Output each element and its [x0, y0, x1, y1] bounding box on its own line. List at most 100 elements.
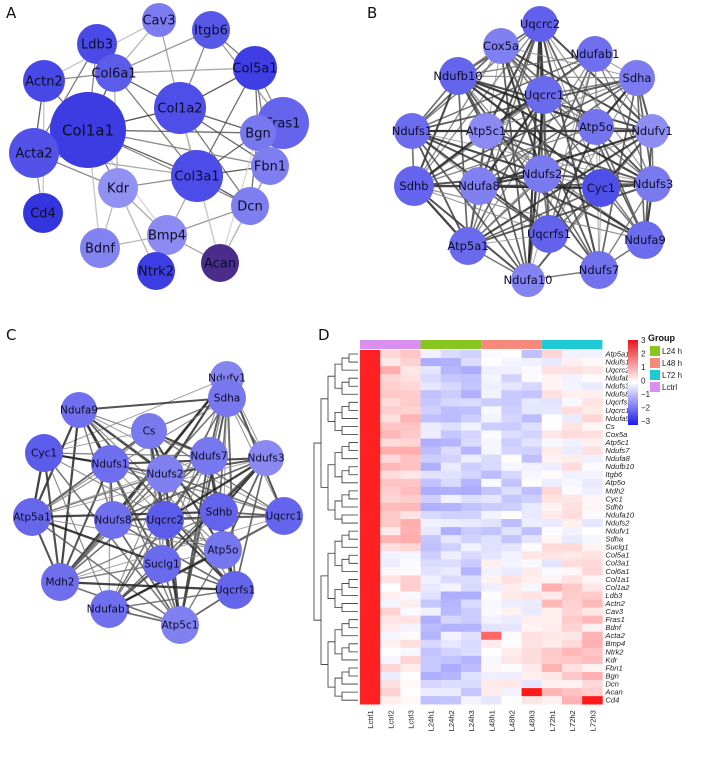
network-c-node-ndufab1[interactable]: Ndufab1 [87, 590, 132, 628]
heatmap-cell [400, 672, 421, 681]
heatmap-cell [461, 446, 482, 455]
heatmap-cell [582, 462, 603, 472]
network-a-node-col5a1[interactable]: Col5a1 [232, 46, 278, 90]
node-label: Col3a1 [174, 170, 219, 185]
heatmap-cell [501, 551, 522, 560]
heatmap-cell [380, 502, 401, 512]
node-label: Col5a1 [232, 62, 277, 77]
network-b-node-cyc1[interactable]: Cyc1 [582, 169, 620, 207]
node-circle [50, 92, 126, 168]
network-b-node-ndufs3[interactable]: Ndufs3 [633, 166, 674, 202]
network-c-node-ndufs8[interactable]: Ndufs8 [94, 501, 132, 539]
network-edge [43, 452, 224, 551]
network-a-node-col1a1[interactable]: Col1a1 [50, 92, 126, 168]
heatmap-cell [380, 390, 401, 399]
network-b-node-ndufb10[interactable]: Ndufb10 [433, 57, 483, 95]
heatmap-cell [380, 655, 401, 665]
network-c-node-sdha[interactable]: Sdha [208, 379, 246, 417]
heatmap-cell [461, 527, 482, 536]
heatmap-cell [521, 623, 543, 633]
network-c-node-atp5c1[interactable]: Atp5c1 [161, 606, 199, 644]
network-a-node-bgn[interactable]: Bgn [240, 115, 276, 151]
dendrogram-branch [327, 464, 335, 511]
heatmap-cell [461, 511, 482, 520]
network-a-node-bmp4[interactable]: Bmp4 [147, 215, 187, 255]
node-label: Cav3 [142, 14, 175, 29]
network-a-node-acta2[interactable]: Acta2 [9, 128, 59, 178]
node-circle [265, 497, 303, 535]
network-b-node-atp5c1[interactable]: Atp5c1 [466, 113, 506, 149]
network-b-node-ndufs1[interactable]: Ndufs1 [392, 113, 433, 149]
heatmap-cell [562, 519, 583, 528]
network-a-node-col3a1[interactable]: Col3a1 [171, 150, 223, 202]
network-c-node-sdhb[interactable]: Sdhb [200, 493, 238, 531]
heatmap-cell [582, 519, 603, 528]
network-c-node-ndufs2[interactable]: Ndufs2 [146, 455, 184, 493]
network-edge [411, 129, 543, 176]
dendrogram-branch [348, 619, 358, 629]
heatmap-cell [400, 374, 421, 383]
node-label: Uqcrfs1 [527, 227, 571, 241]
sample-label: Lctrl2 [386, 710, 395, 729]
network-b-node-atp5o[interactable]: Atp5o [578, 109, 614, 145]
heatmap-cell [501, 406, 522, 415]
network-b-node-ndufa8[interactable]: Ndufa8 [458, 167, 500, 205]
network-c-node-atp5o[interactable]: Atp5o [204, 531, 242, 569]
network-b-node-atp5a1[interactable]: Atp5a1 [447, 227, 489, 265]
network-a-node-kdr[interactable]: Kdr [98, 168, 138, 208]
network-b-node-uqcrfs1[interactable]: Uqcrfs1 [527, 215, 571, 253]
network-c-node-uqcrc2[interactable]: Uqcrc2 [146, 501, 184, 539]
heatmap-cell [461, 406, 482, 415]
network-a-node-acan[interactable]: Acan [201, 244, 239, 282]
gene-label: Ndufs3 [605, 382, 630, 391]
network-b-node-uqcrc2[interactable]: Uqcrc2 [520, 6, 560, 42]
heatmap-cell [501, 575, 522, 584]
network-c-node-mdh2[interactable]: Mdh2 [41, 563, 79, 601]
network-b-node-ndufab1[interactable]: Ndufab1 [571, 36, 620, 72]
heatmap-cell [501, 663, 522, 673]
heatmap-cell [420, 527, 442, 536]
heatmap-cell [440, 462, 462, 472]
heatmap-cell [360, 478, 381, 488]
network-a-node-fbn1[interactable]: Fbn1 [251, 147, 289, 185]
sample-label: Lctrl3 [407, 710, 416, 729]
network-a-node-ntrk2[interactable]: Ntrk2 [137, 252, 175, 290]
network-b-node-sdha[interactable]: Sdha [619, 60, 655, 96]
network-b-node-ndufa9[interactable]: Ndufa9 [624, 221, 666, 259]
heatmap-cell [380, 422, 401, 431]
network-c-node-cyc1[interactable]: Cyc1 [25, 434, 63, 472]
network-c-node-atp5a1[interactable]: Atp5a1 [13, 498, 51, 536]
node-circle [90, 590, 128, 628]
network-a-node-actn2[interactable]: Actn2 [23, 60, 65, 102]
heatmap-cell [541, 366, 563, 375]
network-c-node-ndufs1[interactable]: Ndufs1 [91, 445, 129, 483]
network-a-node-col1a2[interactable]: Col1a2 [154, 82, 206, 134]
network-c-node-uqcrc1[interactable]: Uqcrc1 [265, 497, 303, 535]
network-c-node-cs[interactable]: Cs [131, 413, 167, 449]
network-a-node-ldb3[interactable]: Ldb3 [77, 24, 117, 64]
network-c-node-uqcrfs1[interactable]: Uqcrfs1 [215, 571, 255, 609]
dendrogram-branch [341, 426, 358, 435]
network-c-node-ndufs7[interactable]: Ndufs7 [190, 437, 228, 475]
network-c-node-suclg1[interactable]: Suclg1 [143, 545, 181, 583]
network-c-node-ndufs3[interactable]: Ndufs3 [247, 440, 285, 476]
node-circle [577, 36, 613, 72]
network-a-node-cav3[interactable]: Cav3 [142, 3, 176, 37]
network-b-node-ndufv1[interactable]: Ndufv1 [631, 114, 673, 148]
heatmap-cell [360, 680, 381, 689]
network-a-node-col6a1[interactable]: Col6a1 [91, 54, 137, 92]
network-b-node-cox5a[interactable]: Cox5a [483, 28, 519, 64]
network-b-node-ndufs2[interactable]: Ndufs2 [522, 155, 563, 193]
network-b-node-sdhb[interactable]: Sdhb [394, 166, 434, 206]
network-c-node-ndufa9[interactable]: Ndufa9 [60, 392, 98, 428]
heatmap-cell [562, 366, 583, 375]
network-a-node-dcn[interactable]: Dcn [231, 187, 269, 225]
network-b-node-ndufa10[interactable]: Ndufa10 [504, 263, 553, 297]
node-circle [146, 455, 184, 493]
network-a-node-bdnf[interactable]: Bdnf [80, 228, 120, 268]
heatmap-cell [521, 599, 543, 608]
network-b-node-uqcrc1[interactable]: Uqcrc1 [524, 76, 564, 114]
network-a-node-itgb6[interactable]: Itgb6 [192, 11, 230, 49]
network-b-node-ndufs7[interactable]: Ndufs7 [579, 251, 620, 289]
network-a-node-cd4[interactable]: Cd4 [23, 193, 63, 233]
